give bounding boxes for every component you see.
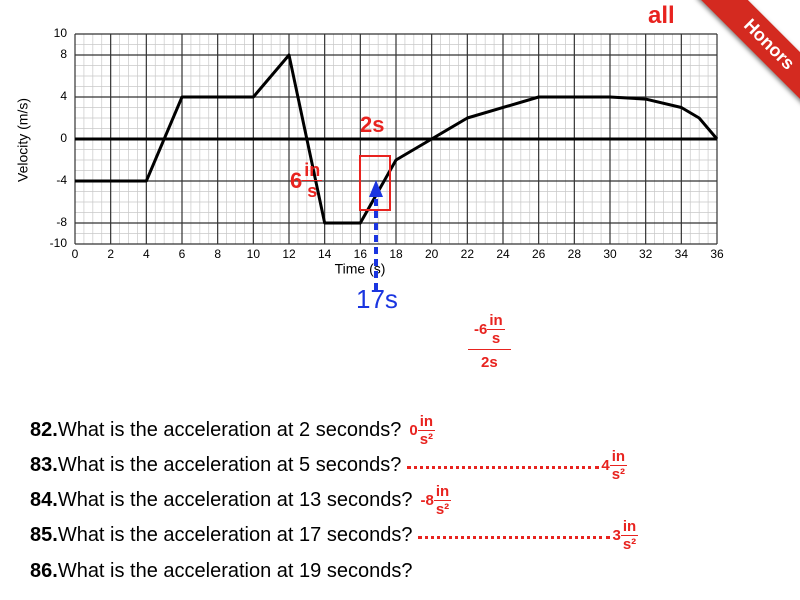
question-number: 86. (30, 559, 58, 582)
unit-bottom: s² (622, 535, 637, 553)
question: 82. What is the acceleration at 2 seconds… (30, 412, 436, 448)
run-label: 2s (360, 112, 385, 137)
badge: Honors (697, 0, 800, 110)
question: 83. What is the acceleration at 5 seconds… (30, 447, 628, 483)
x-tick-label: 30 (603, 247, 617, 261)
y-tick-label: 4 (60, 89, 67, 103)
x-tick-label: 22 (461, 247, 475, 261)
x-tick-label: 20 (425, 247, 439, 261)
question: 86. What is the acceleration at 19 second… (30, 554, 412, 588)
question-text: What is the acceleration at 2 seconds? (57, 418, 402, 441)
rise-value: 6 (290, 167, 303, 193)
x-tick-label: 28 (568, 247, 582, 261)
question-number: 84. (30, 488, 58, 511)
question-text: What is the acceleration at 13 seconds? (57, 488, 413, 511)
data-line (75, 53, 719, 225)
unit-bottom: s² (435, 500, 450, 518)
question: 84. What is the acceleration at 13 second… (30, 482, 452, 518)
x-tick-label: 2 (107, 247, 114, 261)
x-tick-label: 14 (318, 247, 332, 261)
x-tick-label: 18 (389, 247, 403, 261)
unit-top: in (487, 312, 505, 330)
unit-top: in (609, 447, 628, 466)
x-tick-label: 4 (143, 247, 150, 261)
question-text: What is the acceleration at 5 seconds? (57, 453, 402, 476)
time-arrow-head (369, 180, 383, 197)
slope-denominator: 2s (481, 354, 498, 371)
x-tick-label: 8 (214, 247, 221, 261)
y-tick-label: -10 (50, 236, 68, 250)
unit-bottom: s² (419, 430, 434, 448)
x-tick-label: 36 (710, 247, 724, 261)
question-number: 83. (30, 453, 58, 476)
slope-numerator: -6 (474, 321, 488, 338)
y-tick-label: 8 (60, 47, 67, 61)
x-tick-label: 32 (639, 247, 653, 261)
answer: -8 (420, 491, 434, 509)
unit-top: in (302, 160, 323, 181)
tag: all (648, 2, 675, 29)
rise-label: 6 in s (290, 160, 323, 201)
x-tick-label: 26 (532, 247, 546, 261)
x-tick-label: 24 (496, 247, 510, 261)
unit-top: in (620, 517, 639, 536)
question: 85. What is the acceleration at 17 second… (30, 517, 639, 553)
answer: 3 (612, 526, 621, 544)
x-tick-label: 12 (282, 247, 296, 261)
x-tick-label: 34 (675, 247, 689, 261)
slope-calc: -6 in s 2s (468, 312, 511, 371)
time-label: 17s (356, 284, 398, 314)
answer: 4 (601, 456, 610, 474)
question-text: What is the acceleration at 17 seconds? (57, 523, 413, 546)
y-axis-label: Velocity (m/s) (15, 98, 31, 182)
y-tick-label: -8 (56, 215, 67, 229)
x-tick-label: 6 (179, 247, 186, 261)
unit-bottom: s (491, 330, 501, 347)
unit-bottom: s² (611, 465, 626, 483)
x-tick-label: 0 (72, 247, 79, 261)
x-tick-label: 16 (354, 247, 368, 261)
question-number: 82. (30, 418, 58, 441)
question-number: 85. (30, 523, 58, 546)
y-tick-label: 10 (54, 26, 68, 40)
y-tick-label: -4 (56, 173, 67, 187)
badge-corner: Honors (690, 0, 800, 110)
question-text: What is the acceleration at 19 seconds? (57, 559, 413, 582)
unit-top: in (433, 482, 452, 501)
y-tick-label: 0 (60, 131, 67, 145)
rise-run-bracket (359, 155, 391, 211)
answer: 0 (409, 421, 418, 439)
x-tick-label: 10 (247, 247, 261, 261)
unit-top: in (417, 412, 436, 431)
x-axis-label: Time (s) (335, 261, 386, 277)
unit-bottom: s (307, 181, 318, 201)
